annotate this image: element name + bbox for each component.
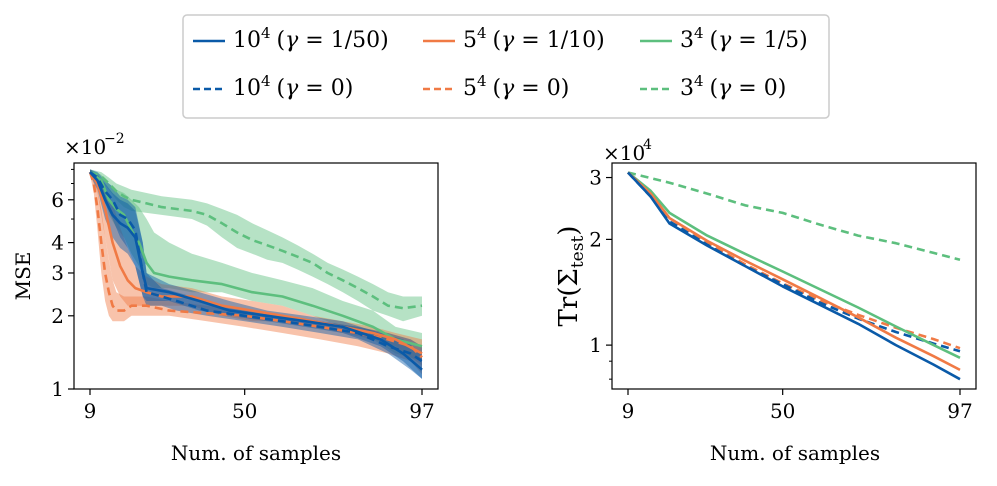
trace-scale-base: ×10 [603, 141, 645, 165]
legend-label-5: 34 (γ = 0) [680, 72, 786, 101]
mse-ytick-label-4: 1 [51, 377, 64, 401]
trace-line-5 [627, 171, 961, 381]
legend-exp-0: 4 [261, 24, 271, 42]
legend-gamma-val-0: 1/50 [331, 28, 380, 53]
mse-ytick-label-2: 3 [51, 261, 64, 285]
legend-gamma-open-0: ( [277, 28, 286, 53]
trace-ytick-label-0: 3 [589, 166, 602, 190]
trace-ylabel-sub: test [568, 236, 588, 269]
trace-lines [627, 171, 961, 381]
legend-gamma-eq-4: = [514, 76, 546, 101]
mse-ytick-label-0: 6 [51, 188, 64, 212]
legend-gamma-sym-3: γ [285, 76, 299, 101]
legend-gamma-sym-1: γ [501, 28, 515, 53]
mse-band-2 [90, 169, 422, 375]
legend-gamma-close-0: ) [380, 28, 389, 53]
legend-gamma-close-4: ) [561, 76, 570, 101]
trace-line-1 [627, 171, 961, 350]
trace-line-3 [627, 171, 961, 359]
mse-line-5 [89, 171, 423, 371]
mse-lines [88, 170, 423, 371]
legend-label-0: 104 (γ = 1/50) [233, 24, 389, 53]
legend-gamma-close-2: ) [799, 28, 808, 53]
legend-gamma-open-3: ( [277, 76, 286, 101]
legend: 104 (γ = 1/50) 54 (γ = 1/10) 34 (γ = 1/5)104(… [182, 14, 830, 119]
trace-xlabel: Num. of samples [710, 441, 880, 465]
legend-gamma-val-3: 0 [331, 76, 345, 101]
trace-scale-exp: 4 [643, 137, 652, 153]
trace-xtick-label-2: 97 [947, 399, 972, 423]
legend-gamma-val-4: 0 [547, 76, 561, 101]
legend-gamma-sym-4: γ [501, 76, 515, 101]
legend-gamma-eq-1: = [514, 28, 546, 53]
legend-gamma-val-1: 1/10 [547, 28, 596, 53]
trace-ylabel-main: Tr(Σ [554, 268, 584, 326]
legend-gamma-close-1: ) [596, 28, 605, 53]
legend-gamma-close-5: ) [778, 76, 787, 101]
mse-line-2 [88, 171, 423, 359]
legend-base-0: 10 [233, 28, 261, 53]
legend-exp-2: 4 [694, 24, 704, 42]
legend-gamma-open-5: ( [710, 76, 719, 101]
trace-ylabel: Tr(Σtest) [554, 226, 588, 327]
trace-xtick-label-1: 50 [770, 399, 795, 423]
trace-line-2 [627, 171, 961, 353]
mse-xtick-label-0: 9 [84, 399, 97, 423]
mse-plot-frame [73, 162, 439, 390]
legend-gamma-sym-0: γ [285, 28, 299, 53]
legend-gamma-val-5: 0 [764, 76, 778, 101]
trace-ytick-label-1: 2 [589, 227, 602, 251]
legend-base-1: 5 [463, 28, 477, 53]
legend-label-4: 54 (γ = 0) [463, 72, 569, 101]
legend-label-1: 54 (γ = 1/10) [463, 24, 605, 53]
legend-gamma-eq-0: = [298, 28, 330, 53]
mse-xtick-label-2: 97 [409, 399, 434, 423]
legend-base-2: 3 [680, 28, 694, 53]
legend-gamma-val-2: 1/5 [764, 28, 799, 53]
legend-base-4: 5 [463, 76, 477, 101]
trace-line-4 [627, 171, 961, 372]
mse-ticks: 9 50 97 6 4 3 2 1 [51, 168, 435, 423]
mse-line-0 [89, 170, 423, 310]
mse-ylabel: MSE [11, 252, 35, 301]
legend-gamma-open-4: ( [493, 76, 502, 101]
mse-ytick-label-1: 4 [51, 231, 64, 255]
mse-scale-base: ×10 [64, 135, 106, 159]
mse-scale-exp: −2 [104, 131, 125, 147]
legend-gamma-sym-2: γ [718, 28, 732, 53]
legend-gamma-eq-5: = [731, 76, 763, 101]
legend-exp-4: 4 [477, 72, 487, 90]
legend-gamma-eq-3: = [298, 76, 330, 101]
chart-mse: 9 50 97 6 4 3 2 1 ×10 −2 MSE Num. of samples [11, 131, 439, 465]
legend-label-3: 104 (γ = 0) [233, 72, 353, 101]
legend-gamma-sym-5: γ [718, 76, 732, 101]
mse-xtick-label-1: 50 [232, 399, 257, 423]
trace-line-0 [627, 171, 961, 262]
legend-gamma-open-2: ( [710, 28, 719, 53]
legend-exp-1: 4 [477, 24, 487, 42]
legend-exp-5: 4 [694, 72, 704, 90]
mse-ytick-label-3: 2 [51, 304, 64, 328]
legend-exp-3: 4 [261, 72, 271, 90]
chart-trace: 9 50 97 3 2 1 ×10 4 Tr(Σtest) Num. of samples [554, 137, 977, 465]
legend-label-2: 34 (γ = 1/5) [680, 24, 808, 53]
trace-ticks: 9 50 97 3 2 1 [589, 166, 972, 423]
legend-gamma-close-3: ) [345, 76, 354, 101]
trace-plot-frame [611, 162, 977, 390]
legend-gamma-open-1: ( [493, 28, 502, 53]
mse-xlabel: Num. of samples [171, 441, 341, 465]
legend-gamma-eq-2: = [731, 28, 763, 53]
trace-ylabel-close: ) [554, 226, 584, 236]
trace-ytick-label-2: 1 [589, 333, 602, 357]
legend-base-5: 3 [680, 76, 694, 101]
legend-items: 104 (γ = 1/50) 54 (γ = 1/10) 34 (γ = 1/5)104(… [193, 24, 808, 101]
legend-base-3: 10 [233, 76, 261, 101]
trace-xtick-label-0: 9 [622, 399, 635, 423]
